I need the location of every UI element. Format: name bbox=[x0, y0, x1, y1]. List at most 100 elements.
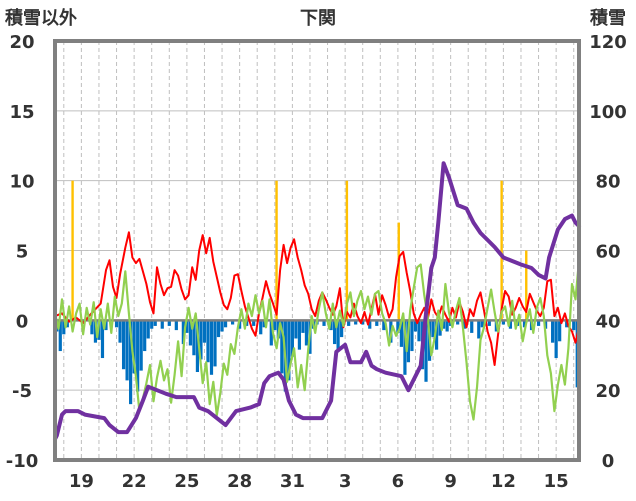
blue-bar bbox=[143, 320, 147, 352]
blue-bar bbox=[199, 320, 203, 360]
blue-bar bbox=[487, 320, 491, 326]
blue-bar bbox=[470, 320, 474, 333]
blue-bar bbox=[375, 320, 379, 326]
x-tick-label: 12 bbox=[491, 471, 516, 492]
blue-bar bbox=[273, 320, 277, 331]
right-axis-tick-labels: 0 20 40 60 80 100 120 bbox=[589, 32, 627, 472]
blue-bar bbox=[216, 320, 221, 338]
left-axis-title: 積雪以外 bbox=[4, 7, 77, 29]
blue-bar bbox=[287, 320, 291, 381]
blue-bar bbox=[329, 320, 333, 331]
blue-bar bbox=[114, 320, 119, 328]
x-tick-label: 28 bbox=[227, 471, 252, 492]
plot-frame bbox=[53, 39, 581, 462]
x-tick-label: 31 bbox=[280, 471, 305, 492]
blue-bar bbox=[132, 320, 136, 374]
blue-bar bbox=[93, 320, 98, 343]
red-series-line bbox=[54, 231, 580, 366]
right-tick-label: 0 bbox=[602, 451, 615, 472]
x-tick-label: 25 bbox=[174, 471, 199, 492]
left-tick-label: 10 bbox=[9, 172, 34, 193]
blue-bar bbox=[434, 320, 439, 350]
blue-bar bbox=[445, 320, 449, 332]
blue-bar bbox=[340, 320, 344, 338]
blue-bar bbox=[181, 320, 185, 345]
blue-bar bbox=[213, 320, 217, 367]
blue-bar bbox=[146, 320, 150, 339]
right-tick-label: 60 bbox=[595, 242, 620, 263]
left-tick-label: 15 bbox=[9, 102, 34, 123]
blue-bar bbox=[139, 320, 143, 371]
blue-bar bbox=[332, 320, 337, 345]
left-tick-label: 5 bbox=[16, 242, 29, 263]
blue-bar bbox=[442, 320, 446, 329]
left-tick-label: 20 bbox=[9, 32, 34, 53]
blue-bar bbox=[480, 320, 484, 328]
blue-bar bbox=[192, 320, 196, 356]
blue-bar bbox=[58, 320, 62, 352]
blue-bar bbox=[403, 320, 407, 375]
right-tick-label: 20 bbox=[595, 381, 620, 402]
blue-bar bbox=[230, 320, 235, 325]
blue-bar bbox=[65, 320, 69, 328]
blue-bar bbox=[185, 320, 189, 333]
blue-bar bbox=[322, 320, 326, 326]
blue-bar bbox=[280, 320, 284, 374]
blue-bar bbox=[558, 320, 562, 342]
blue-bar bbox=[413, 320, 418, 332]
x-tick-label: 22 bbox=[122, 471, 147, 492]
x-tick-label: 9 bbox=[444, 471, 457, 492]
right-tick-label: 80 bbox=[595, 172, 620, 193]
blue-bar bbox=[347, 320, 351, 326]
blue-bar bbox=[536, 320, 541, 326]
left-tick-label: 0 bbox=[16, 311, 29, 332]
blue-bar bbox=[399, 320, 404, 347]
blue-bar bbox=[431, 320, 435, 338]
blue-bar bbox=[202, 320, 207, 343]
blue-bar bbox=[188, 320, 192, 346]
blue-bar bbox=[304, 320, 309, 346]
right-axis-title: 積雪 bbox=[589, 7, 626, 29]
blue-bar bbox=[410, 320, 414, 352]
blue-bar bbox=[438, 320, 442, 336]
x-tick-label: 3 bbox=[339, 471, 352, 492]
blue-bar bbox=[129, 320, 133, 405]
blue-bar bbox=[90, 320, 94, 335]
blue-bar bbox=[136, 320, 140, 392]
blue-bar bbox=[382, 320, 386, 331]
blue-series bbox=[55, 320, 581, 405]
chart-title: 下関 bbox=[300, 8, 336, 29]
blue-bar bbox=[508, 320, 513, 329]
blue-bar bbox=[62, 320, 66, 335]
blue-bar bbox=[174, 320, 178, 331]
blue-bar bbox=[167, 320, 171, 326]
blue-bar bbox=[104, 320, 108, 331]
blue-bar bbox=[297, 320, 302, 350]
blue-bar bbox=[121, 320, 126, 370]
blue-bar bbox=[501, 320, 505, 325]
x-tick-label: 19 bbox=[69, 471, 94, 492]
orange-spike bbox=[525, 250, 528, 321]
right-tick-label: 40 bbox=[595, 311, 620, 332]
blue-bar bbox=[118, 320, 122, 343]
blue-bar bbox=[262, 320, 266, 328]
blue-bar bbox=[150, 320, 154, 329]
blue-bar bbox=[220, 320, 224, 332]
blue-bar bbox=[100, 320, 105, 359]
blue-bar bbox=[396, 320, 400, 333]
blue-bar bbox=[153, 320, 157, 326]
purple-series-line bbox=[53, 161, 581, 442]
blue-bar bbox=[301, 320, 305, 333]
x-axis-tick-labels: 19 22 25 28 31 3 6 9 12 15 bbox=[69, 471, 569, 492]
blue-bar bbox=[463, 320, 467, 329]
line-series bbox=[53, 161, 581, 442]
x-tick-label: 15 bbox=[544, 471, 569, 492]
blue-bar bbox=[456, 320, 460, 325]
orange-spike bbox=[500, 180, 503, 321]
blue-bar bbox=[238, 320, 242, 329]
left-axis-tick-labels: -10 -5 0 5 10 15 20 bbox=[6, 32, 39, 472]
blue-bar bbox=[417, 320, 421, 342]
orange-spike bbox=[275, 180, 278, 321]
blue-bar bbox=[252, 320, 256, 326]
blue-bar bbox=[125, 320, 129, 381]
